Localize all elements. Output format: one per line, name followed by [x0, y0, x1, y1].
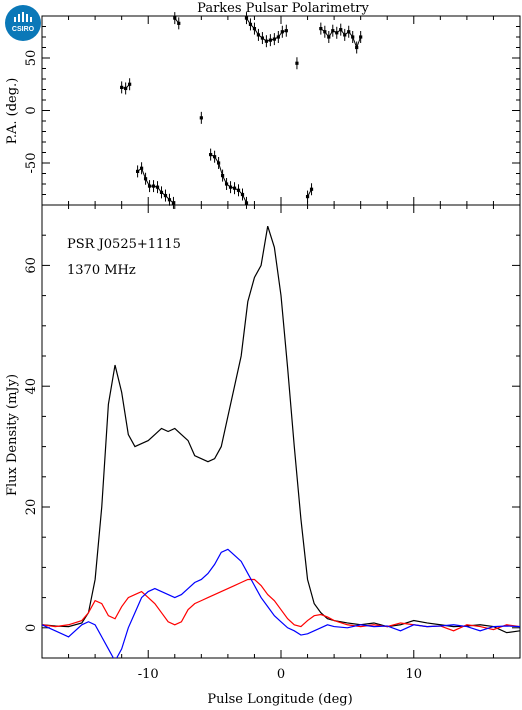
- x-tick-label: 0: [277, 667, 285, 682]
- csiro-logo: CSIRO: [5, 5, 41, 41]
- pa-segment: [137, 167, 174, 204]
- chart-title: Parkes Pulsar Polarimetry: [197, 1, 369, 16]
- pa-ylabel: P.A. (deg.): [5, 78, 20, 145]
- pa-point: [295, 57, 299, 70]
- pa-segment: [210, 154, 247, 204]
- pa-segment: [320, 28, 362, 49]
- pa-frame: [41, 15, 521, 206]
- profile-y-tick-label: 60: [24, 257, 39, 274]
- pa-point: [319, 22, 323, 35]
- logo-text: CSIRO: [12, 26, 35, 33]
- x-tick-label: -10: [138, 667, 159, 682]
- pa-panel: -50 0 50: [24, 12, 521, 209]
- pulsar-name-label: PSR J0525+1115: [67, 237, 181, 252]
- pa-point: [199, 111, 203, 124]
- pa-segment: [174, 17, 180, 24]
- pa-y-tick-label: 0: [24, 106, 39, 114]
- pa-y-tick-label: -50: [24, 153, 39, 174]
- pa-point: [309, 183, 314, 196]
- profile-y-tick-label: 20: [24, 499, 39, 516]
- pa-segment: [307, 189, 312, 197]
- pa-segment: [246, 17, 287, 42]
- total-intensity-line: [42, 225, 520, 634]
- pa-y-tick-label: 50: [24, 50, 39, 67]
- profile-y-tick-label: 40: [24, 378, 39, 395]
- profile-panel: 0 20 40 60 -10 0 10: [24, 204, 521, 682]
- linear-polarization-line: [42, 578, 520, 632]
- pa-segment: [121, 83, 130, 90]
- x-tick-label: 10: [406, 667, 423, 682]
- profile-y-tick-label: 0: [24, 624, 39, 632]
- x-axis-label: Pulse Longitude (deg): [207, 692, 352, 707]
- frequency-label: 1370 MHz: [67, 263, 136, 278]
- profile-ylabel: Flux Density (mJy): [5, 374, 20, 496]
- circular-polarization-line: [42, 548, 520, 658]
